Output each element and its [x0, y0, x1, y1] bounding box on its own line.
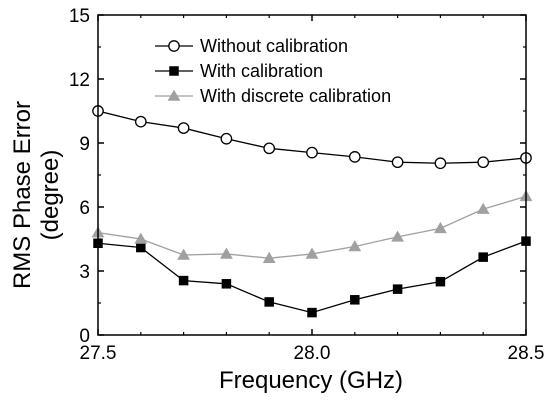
legend-label: With discrete calibration [200, 86, 391, 106]
data-point [476, 202, 490, 214]
data-point [263, 142, 276, 155]
y-tick-label: 15 [69, 6, 90, 27]
y-axis-title-line-2: (degree) [37, 150, 64, 241]
y-tick-label: 0 [79, 326, 90, 347]
data-point [434, 221, 447, 234]
data-point [392, 284, 403, 294]
tick-labels: 27.5 28.0 28.5 0 3 6 9 12 15 [69, 6, 545, 364]
data-point [264, 297, 274, 307]
data-point [306, 146, 318, 159]
data-point [220, 132, 233, 145]
data-point [350, 295, 360, 305]
data-point [134, 232, 148, 244]
data-point [348, 240, 362, 252]
y-tick-label: 6 [79, 198, 90, 219]
legend-marker [169, 66, 179, 76]
data-point [478, 252, 488, 262]
legend: Without calibration With calibration With … [155, 36, 391, 106]
data-point [134, 115, 147, 128]
data-point [434, 157, 447, 170]
legend-label: Without calibration [200, 36, 348, 56]
legend-item: Without calibration [155, 36, 348, 56]
y-tick-label: 9 [79, 134, 90, 155]
data-point [177, 122, 190, 134]
data-point [477, 156, 490, 169]
series-3 [91, 189, 533, 263]
x-tick-label: 28.5 [508, 343, 545, 364]
data-point [220, 247, 233, 259]
x-tick-label: 27.5 [80, 343, 117, 364]
data-point [136, 242, 146, 253]
legend-marker [168, 40, 180, 52]
legend-item: With discrete calibration [155, 86, 391, 106]
data-point [391, 230, 404, 242]
data-point [307, 307, 317, 318]
x-axis-title: Frequency (GHz) [219, 367, 403, 394]
y-axis-title-line-1: RMS Phase Error [9, 101, 36, 289]
legend-marker [167, 89, 181, 101]
legend-item: With calibration [155, 61, 323, 81]
y-axis-title: RMS Phase Error (degree) [9, 101, 64, 289]
legend-label: With calibration [200, 61, 323, 81]
series-1 [92, 105, 532, 170]
data-point [435, 276, 446, 287]
data-point [262, 251, 276, 263]
data-point [305, 247, 319, 259]
series-layer [91, 105, 533, 318]
data-point [221, 279, 232, 289]
y-tick-label: 12 [69, 70, 90, 91]
x-tick-label: 28.0 [294, 343, 331, 364]
data-point [177, 248, 190, 260]
plot-frame [97, 14, 527, 336]
data-point [391, 156, 404, 169]
data-point [348, 151, 361, 163]
data-point [178, 275, 189, 286]
y-tick-label: 3 [79, 262, 90, 283]
